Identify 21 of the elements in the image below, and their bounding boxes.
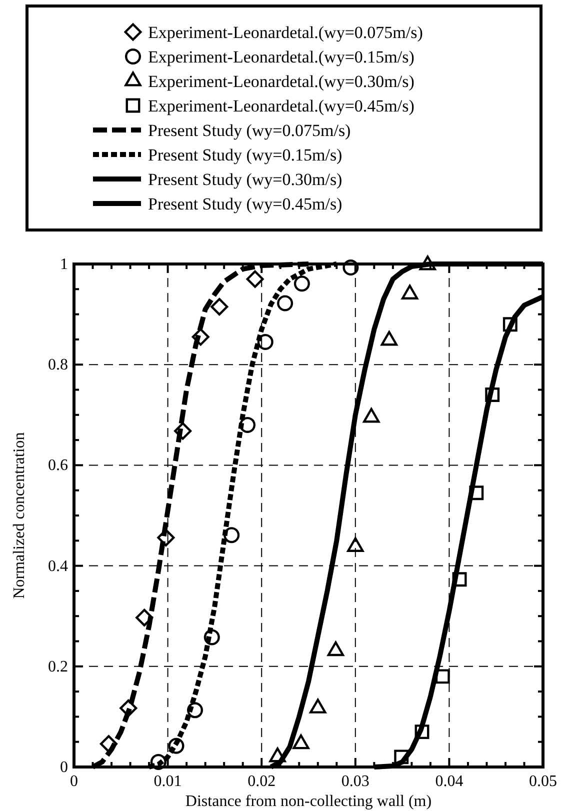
legend-label: Present Study (wy=0.15m/s) [148,146,342,164]
legend-label: Experiment-Leonardetal.(wy=0.45m/s) [148,96,414,116]
x-axis-title: Distance from non-collecting wall (m) [185,793,432,810]
legend-label: Experiment-Leonardetal.(wy=0.15m/s) [148,48,414,66]
x-tick-label: 0.02 [248,773,276,790]
x-tick-label: 0.03 [341,773,370,790]
legend-label: Present Study (wy=0.45m/s) [148,194,342,214]
y-tick-label: 0.8 [48,356,68,374]
x-tick-label: 0.05 [529,773,557,790]
legend-label: Present Study (wy=0.30m/s) [148,170,342,189]
y-tick-label: 0.6 [48,457,68,474]
x-tick-label: 0.01 [154,773,182,790]
y-axis-title: Normalized concentration [11,432,28,599]
legend-label: Experiment-Leonardetal.(wy=0.30m/s) [148,72,414,91]
x-tick-label: 0.04 [435,773,464,790]
y-tick-label: 0.2 [48,658,68,676]
legend-label: Experiment-Leonardetal.(wy=0.075m/s) [148,23,423,42]
legend-label: Present Study (wy=0.075m/s) [148,121,351,140]
y-tick-label: 0.4 [48,558,68,575]
y-tick-label: 1 [60,256,68,273]
y-tick-label: 0 [60,759,68,776]
